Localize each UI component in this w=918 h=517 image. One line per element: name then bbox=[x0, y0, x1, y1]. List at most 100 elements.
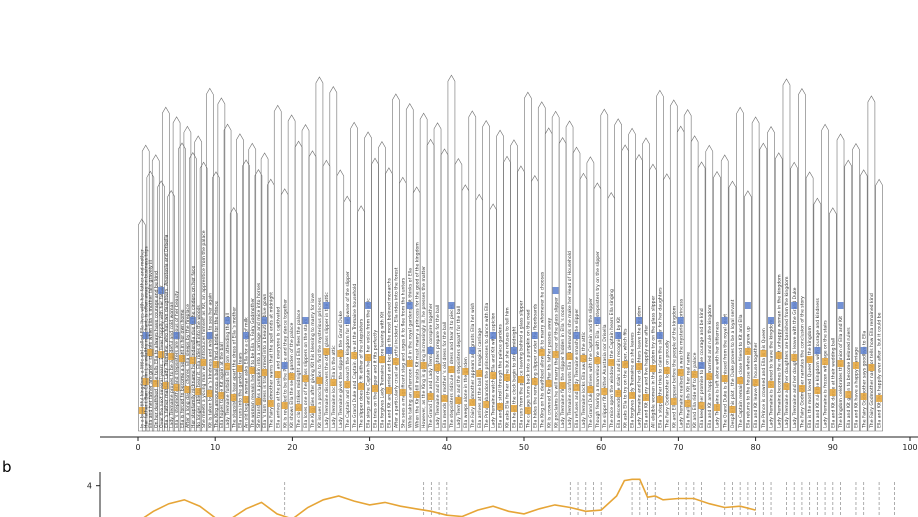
event-callout-frame bbox=[859, 169, 868, 432]
protagonist-tag bbox=[587, 386, 594, 393]
event-text: Lady Tremaine locks Ella in the attic bbox=[331, 345, 337, 428]
protagonist-tag bbox=[462, 368, 469, 375]
event-callout-frame bbox=[217, 97, 226, 432]
character-tag bbox=[698, 362, 705, 369]
character-tag bbox=[243, 332, 250, 339]
protagonist-tag bbox=[189, 357, 196, 364]
protagonist-tag bbox=[399, 389, 406, 396]
event-text: The King dies after giving Kit his bless… bbox=[310, 293, 316, 429]
event-callout-frame bbox=[621, 144, 629, 432]
event-callout-frame bbox=[531, 175, 539, 432]
event-callout-frame bbox=[767, 126, 775, 432]
event-text: Lady Tremaine becomes the most unhappy w… bbox=[776, 274, 782, 428]
protagonist-tag bbox=[230, 394, 237, 401]
protagonist-tag bbox=[372, 385, 379, 392]
event-callout-frame bbox=[426, 138, 435, 432]
event-callout-frame bbox=[751, 116, 760, 432]
protagonist-tag bbox=[580, 355, 587, 362]
protagonist-tag bbox=[142, 378, 149, 385]
event-callout-frame bbox=[461, 184, 470, 432]
event-text: Lady Tremaine and her daughters are bani… bbox=[784, 276, 790, 428]
event-text: Lady Tremaine is ordered to leave the ki… bbox=[769, 319, 775, 428]
event-text: All eligible women in the kingdom try on… bbox=[651, 296, 657, 428]
protagonist-tag bbox=[469, 399, 476, 406]
event-text: Ella forgives Lady Tremaine as she leave… bbox=[630, 332, 636, 428]
protagonist-tag bbox=[406, 360, 413, 367]
protagonist-tag bbox=[323, 348, 330, 355]
character-tag bbox=[552, 287, 559, 294]
protagonist-tag bbox=[622, 361, 629, 368]
event-text: Lady Tremaine watches Ella and Kit with … bbox=[491, 312, 497, 428]
protagonist-tag bbox=[698, 402, 705, 409]
event-text: Kit and Ella appear before the people of… bbox=[671, 305, 677, 428]
protagonist-tag bbox=[249, 367, 256, 374]
event-callout-frame bbox=[447, 74, 456, 432]
event-text: Ella refuses and Lady Tremaine smashes t… bbox=[574, 309, 580, 428]
character-tag bbox=[344, 317, 351, 324]
protagonist-tag bbox=[392, 358, 399, 365]
protagonist-tag bbox=[559, 382, 566, 389]
timeline-tick-label: 80 bbox=[751, 443, 761, 452]
event-callout-frame bbox=[790, 161, 798, 432]
event-text: Ella returns to the house where she grew… bbox=[745, 326, 751, 428]
event-text: Ella 's stepmother tries to claim the sl… bbox=[657, 287, 663, 428]
protagonist-tag bbox=[200, 359, 207, 366]
event-callout-frame bbox=[229, 207, 238, 432]
event-text: While taking an afternoon stroll in the … bbox=[407, 268, 413, 428]
event-text: Ella runs from the palace leaving behind… bbox=[519, 300, 525, 428]
event-callout-frame bbox=[440, 148, 449, 432]
event-text: Ella hopes to see Kit again at the ball bbox=[219, 342, 225, 428]
protagonist-tag bbox=[281, 402, 288, 409]
event-text: Lady Tremaine proves to be a prideful an… bbox=[169, 302, 175, 428]
event-text: The Captain remains a close friend to Ki… bbox=[738, 314, 744, 429]
protagonist-tag bbox=[497, 403, 504, 410]
character-tag bbox=[189, 317, 196, 324]
event-text: The Captain and Kit search the kingdom f… bbox=[345, 271, 351, 429]
timeline-tick-label: 20 bbox=[287, 443, 297, 452]
protagonist-tag bbox=[566, 353, 573, 360]
event-text: Ella weeps alone in the garden bbox=[463, 357, 469, 428]
event-text: The Fairy Godmother says goodbye to Ella bbox=[861, 330, 867, 429]
event-callout-frame bbox=[205, 87, 214, 432]
protagonist-tag bbox=[656, 396, 663, 403]
panel-label-b: b bbox=[2, 458, 12, 476]
event-text: Lady Tremaine realises Ella was the myst… bbox=[678, 298, 684, 428]
protagonist-tag bbox=[147, 349, 154, 356]
event-text: Kit issues a proclamation to find the my… bbox=[317, 297, 323, 428]
protagonist-tag bbox=[218, 392, 225, 399]
character-tag bbox=[656, 332, 663, 339]
event-text: She sees a magnificent stag and urges it… bbox=[400, 277, 406, 428]
event-callout-frame bbox=[537, 101, 546, 432]
event-callout-frame bbox=[517, 165, 525, 432]
event-text: Ella and Kit rule the kingdom with coura… bbox=[815, 297, 821, 428]
event-text: The Grand Duke is dismissed from the roy… bbox=[722, 314, 728, 429]
event-callout-frame bbox=[551, 110, 560, 432]
event-callout-frame bbox=[635, 154, 643, 432]
character-tag bbox=[636, 317, 643, 324]
protagonist-tag bbox=[524, 407, 531, 414]
protagonist-tag bbox=[206, 390, 213, 397]
protagonist-tag bbox=[420, 362, 427, 369]
event-callout-frame bbox=[266, 178, 275, 432]
event-callout-frame bbox=[782, 78, 791, 432]
event-text: The Grand Duke arrives with the Captain … bbox=[588, 298, 594, 429]
protagonist-tag bbox=[798, 385, 805, 392]
event-text: The Fairy Godmother appears and grants E… bbox=[470, 303, 476, 429]
protagonist-tag bbox=[330, 379, 337, 386]
event-callout-frame bbox=[798, 88, 806, 432]
event-callout-frame bbox=[482, 120, 490, 432]
event-callout-frame bbox=[579, 172, 588, 432]
character-tag bbox=[594, 317, 601, 324]
event-callout-frame bbox=[454, 158, 463, 432]
event-text: On her deathbed , she tells Ella to alwa… bbox=[153, 271, 159, 428]
protagonist-tag bbox=[476, 370, 483, 377]
timeline-tick-label: 50 bbox=[519, 443, 529, 452]
event-callout-frame bbox=[656, 89, 664, 432]
event-callout-frame bbox=[720, 154, 729, 432]
event-text: The carriage turns back into a pumpkin o… bbox=[525, 309, 531, 429]
event-callout-frame bbox=[558, 137, 567, 432]
protagonist-tag bbox=[615, 390, 622, 397]
event-callout-frame bbox=[628, 127, 636, 432]
event-text: Lady Tremaine is left alone with her bit… bbox=[715, 321, 721, 428]
event-text: Ella is forced to become a servant in he… bbox=[180, 309, 186, 428]
